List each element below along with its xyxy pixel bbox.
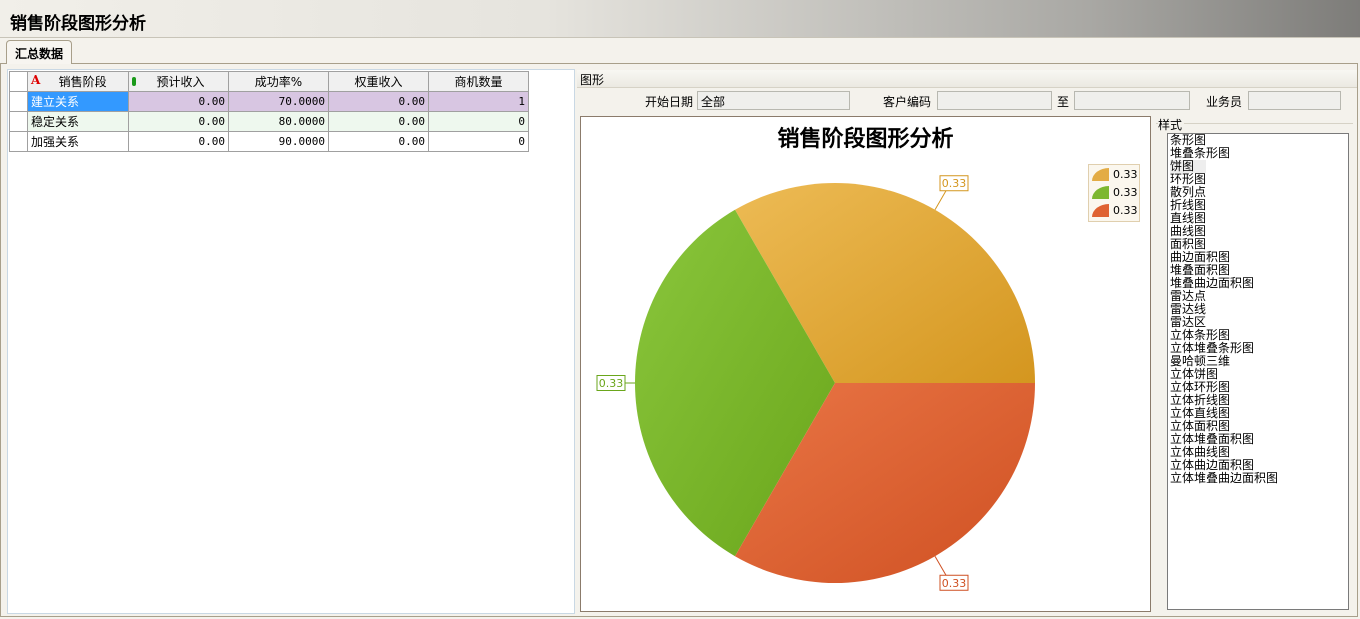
chart-style-option[interactable]: 立体堆叠条形图 bbox=[1170, 341, 1255, 355]
table-row[interactable]: 稳定关系 0.00 80.0000 0.00 0 bbox=[9, 111, 529, 132]
data-label: 0.33 bbox=[599, 377, 624, 390]
window-title: 销售阶段图形分析 bbox=[10, 14, 146, 34]
cell-stage: 稳定关系 bbox=[27, 111, 129, 132]
data-label-box bbox=[939, 175, 969, 192]
chart-style-option[interactable]: 堆叠条形图 bbox=[1170, 146, 1231, 160]
chart-style-option[interactable]: 立体面积图 bbox=[1170, 419, 1231, 433]
customer-code-to-field[interactable] bbox=[1074, 91, 1190, 110]
cell-stage: 加强关系 bbox=[27, 131, 129, 152]
chart-style-option[interactable]: 立体堆叠面积图 bbox=[1170, 432, 1255, 446]
chart-style-option[interactable]: 立体直线图 bbox=[1170, 406, 1231, 420]
legend-item: 0.33 bbox=[1089, 201, 1139, 219]
col-header-success-rate[interactable]: 成功率% bbox=[228, 71, 329, 92]
chart-legend: 0.33 0.33 0.33 bbox=[1088, 164, 1140, 222]
table-header: A 销售阶段 预计收入 成功率% 权重收入 商机数量 bbox=[9, 71, 529, 92]
data-label-box bbox=[939, 574, 969, 591]
chart-style-option[interactable]: 曼哈顿三维 bbox=[1170, 354, 1231, 368]
chart-style-option[interactable]: 散列点 bbox=[1170, 185, 1207, 199]
start-date-label: 开始日期 bbox=[645, 95, 694, 109]
legend-swatch bbox=[1092, 185, 1109, 199]
pie-slice[interactable] bbox=[735, 383, 1035, 583]
cell-opportunity-count: 0 bbox=[428, 111, 529, 132]
chart-style-option[interactable]: 立体折线图 bbox=[1170, 393, 1231, 407]
pie-slice[interactable] bbox=[735, 183, 1035, 383]
chart-style-option[interactable]: 雷达区 bbox=[1170, 315, 1207, 329]
cell-success-rate: 80.0000 bbox=[228, 111, 329, 132]
text-type-icon: A bbox=[31, 73, 41, 87]
chart-style-option[interactable]: 雷达线 bbox=[1170, 302, 1207, 316]
data-label-leader bbox=[934, 555, 947, 576]
number-type-icon bbox=[132, 77, 136, 86]
cell-expected-income: 0.00 bbox=[128, 111, 229, 132]
title-bar: 销售阶段图形分析 bbox=[0, 0, 1360, 38]
col-header-expected-income[interactable]: 预计收入 bbox=[128, 71, 229, 92]
legend-item: 0.33 bbox=[1089, 165, 1139, 183]
chart-style-list[interactable]: 条形图 堆叠条形图 饼图 环形图 散列点 折线图 直线图 曲线图 面积图 曲边面积图 堆叠面积图 堆叠… bbox=[1167, 133, 1349, 610]
start-date-field[interactable]: 全部 bbox=[697, 91, 850, 110]
pie-svg: 0.33 0.33 0.33 bbox=[596, 175, 1035, 591]
chart-style-option[interactable]: 曲线图 bbox=[1170, 224, 1207, 238]
cell-success-rate: 90.0000 bbox=[228, 131, 329, 152]
chart-style-option[interactable]: 条形图 bbox=[1170, 133, 1207, 147]
legend-item: 0.33 bbox=[1089, 183, 1139, 201]
cell-expected-income: 0.00 bbox=[128, 131, 229, 152]
customer-code-from-field[interactable] bbox=[937, 91, 1052, 110]
chart-panel-header: 图形 bbox=[577, 70, 1357, 88]
chart-style-option[interactable]: 立体堆叠曲边面积图 bbox=[1170, 471, 1279, 485]
style-group: 样式 bbox=[1156, 116, 1353, 615]
legend-swatch bbox=[1092, 167, 1109, 181]
cell-weighted-income: 0.00 bbox=[328, 111, 429, 132]
chart-style-option[interactable]: 饼图 bbox=[1170, 160, 1206, 173]
chart-style-option[interactable]: 雷达点 bbox=[1170, 289, 1207, 303]
chart-style-option[interactable]: 面积图 bbox=[1170, 237, 1207, 251]
cell-expected-income: 0.00 bbox=[128, 91, 229, 112]
chart-style-option[interactable]: 直线图 bbox=[1170, 211, 1207, 225]
salesperson-label: 业务员 bbox=[1206, 95, 1243, 109]
customer-code-label: 客户编码 bbox=[883, 95, 932, 109]
chart-style-option[interactable]: 立体条形图 bbox=[1170, 328, 1231, 342]
chart-style-option[interactable]: 堆叠面积图 bbox=[1170, 263, 1231, 277]
pie-chart: 销售阶段图形分析 0.33 0.33 0.33 0.33 0.33 0.33 bbox=[580, 116, 1151, 612]
tab-summary[interactable]: 汇总数据 bbox=[6, 40, 72, 64]
chart-style-option[interactable]: 曲边面积图 bbox=[1170, 250, 1231, 264]
chart-style-option[interactable]: 立体曲边面积图 bbox=[1170, 458, 1255, 472]
cell-success-rate: 70.0000 bbox=[228, 91, 329, 112]
chart-title: 销售阶段图形分析 bbox=[777, 126, 954, 152]
chart-style-option[interactable]: 立体曲线图 bbox=[1170, 445, 1231, 459]
table-row[interactable]: 建立关系 0.00 70.0000 0.00 1 bbox=[9, 91, 529, 112]
summary-grid: A 销售阶段 预计收入 成功率% 权重收入 商机数量 建立关系 0.00 70.000… bbox=[7, 69, 575, 614]
table-row[interactable]: 加强关系 0.00 90.0000 0.00 0 bbox=[9, 131, 529, 152]
chart-style-option[interactable]: 堆叠曲边面积图 bbox=[1170, 276, 1255, 290]
cell-weighted-income: 0.00 bbox=[328, 131, 429, 152]
cell-opportunity-count: 1 bbox=[428, 91, 529, 112]
legend-swatch bbox=[1092, 203, 1109, 217]
style-group-label: 样式 bbox=[1158, 116, 1185, 133]
data-label-leader bbox=[934, 190, 947, 211]
col-header-opportunity-count[interactable]: 商机数量 bbox=[428, 71, 529, 92]
cell-weighted-income: 0.00 bbox=[328, 91, 429, 112]
cell-opportunity-count: 0 bbox=[428, 131, 529, 152]
chart-style-option[interactable]: 折线图 bbox=[1170, 198, 1207, 212]
row-indicator-header bbox=[9, 71, 28, 92]
chart-style-option[interactable]: 环形图 bbox=[1170, 172, 1207, 186]
col-header-weighted-income[interactable]: 权重收入 bbox=[328, 71, 429, 92]
col-header-stage[interactable]: A 销售阶段 bbox=[27, 71, 129, 92]
chart-style-option[interactable]: 立体环形图 bbox=[1170, 380, 1231, 394]
data-label-box bbox=[596, 375, 626, 391]
cell-stage: 建立关系 bbox=[27, 91, 129, 112]
data-label: 0.33 bbox=[942, 577, 967, 590]
chart-style-option[interactable]: 立体饼图 bbox=[1170, 367, 1219, 381]
to-label: 至 bbox=[1057, 95, 1070, 109]
data-label: 0.33 bbox=[942, 177, 967, 190]
salesperson-field[interactable] bbox=[1248, 91, 1341, 110]
